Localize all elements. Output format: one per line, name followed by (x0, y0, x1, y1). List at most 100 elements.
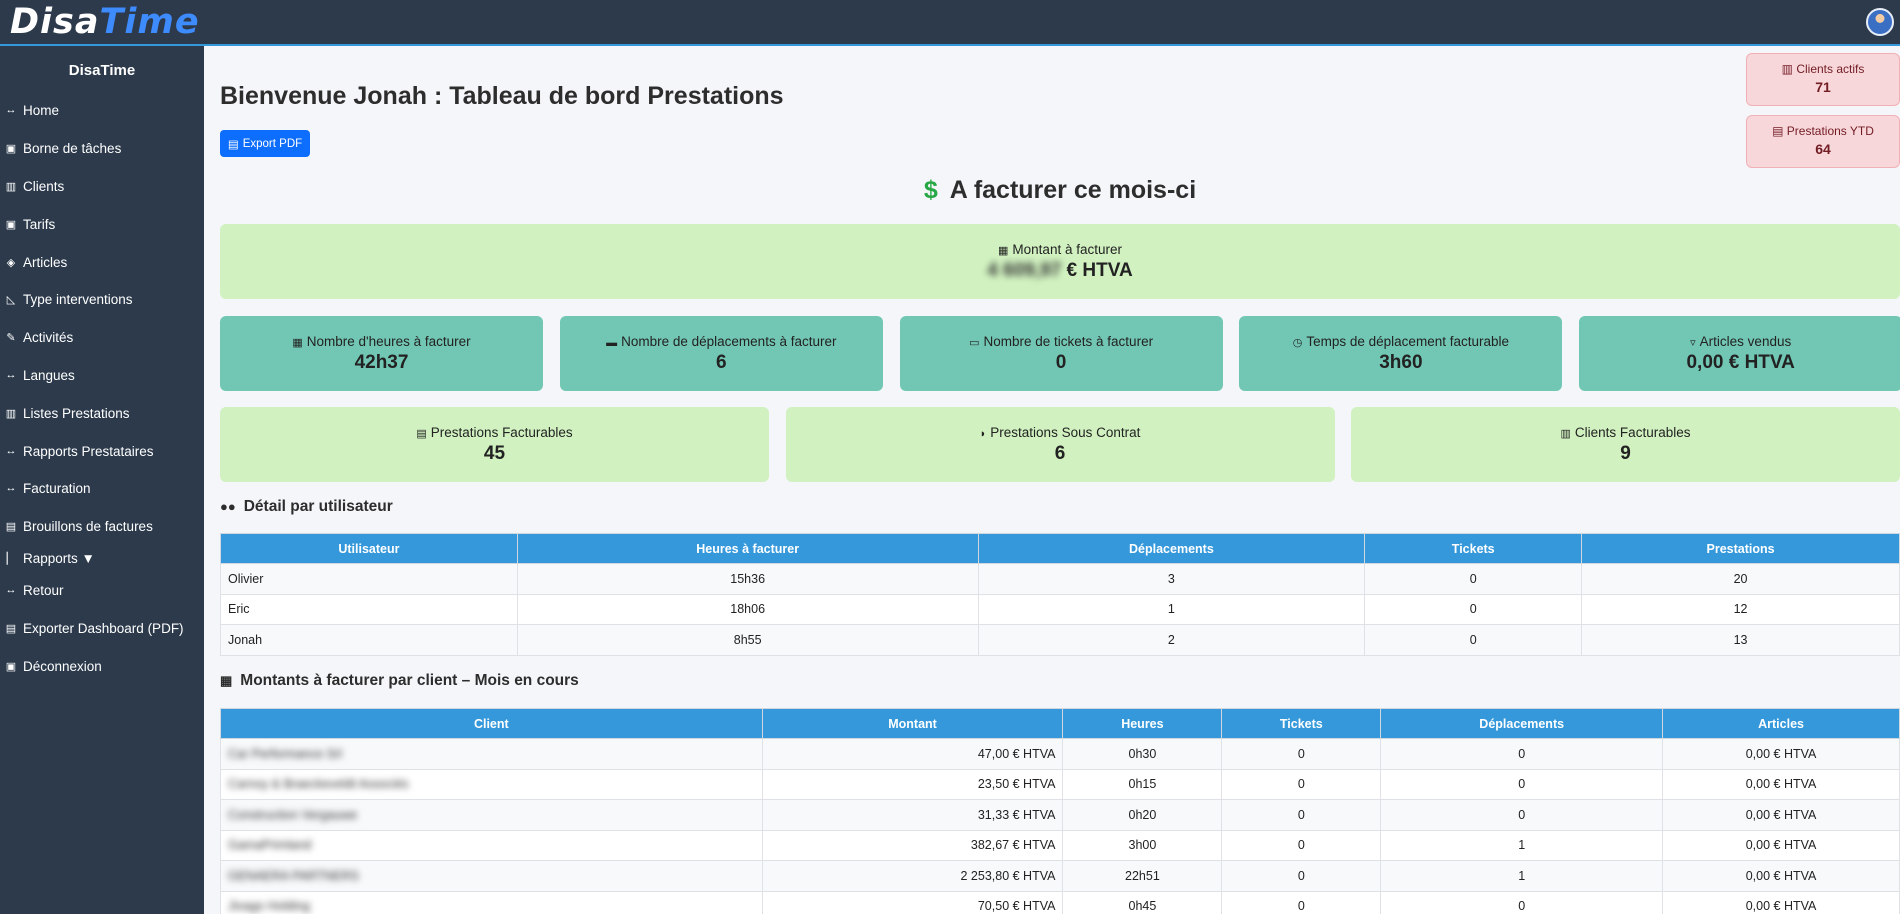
table-cell: 18h06 (516, 593, 979, 625)
summary-card: ▥ Clients Facturables 9 (1351, 407, 1900, 482)
column-header[interactable]: Tickets (1364, 533, 1583, 564)
sidebar-item-label: Brouillons de factures (23, 518, 153, 534)
summary-icon: ▥ (1560, 428, 1571, 440)
table-cell: 0h45 (1062, 890, 1223, 914)
column-header[interactable]: Tickets (1221, 708, 1382, 739)
table-cell: Olivier (220, 563, 518, 595)
avatar[interactable] (1866, 8, 1894, 36)
app-logo[interactable]: DisaTime (10, 2, 200, 42)
table-row: GENAERA PARTNERS 2 253,80 € HTVA 22h51 0 1 0,… (220, 860, 1900, 892)
table-cell: 22h51 (1062, 860, 1223, 892)
nav-icon: ◈ (6, 256, 16, 269)
billing-title-text: A facturer ce mois-ci (949, 176, 1197, 204)
client-name: Car Performance Srl (228, 746, 342, 761)
dollar-icon: $ (923, 176, 938, 204)
table-cell: Car Performance Srl (220, 738, 763, 770)
client-amounts-table: Client Montant Heures Tickets Déplacements Ar… (220, 708, 1900, 914)
table-cell: GENAERA PARTNERS (220, 860, 763, 892)
column-header[interactable]: Déplacements (1380, 708, 1664, 739)
stat-value: 42h37 (354, 352, 409, 373)
nav-icon: ✎ (6, 331, 16, 344)
sidebar-item-label: Borne de tâches (23, 140, 122, 156)
table-row: Carnoy & Braeckeveldt Associés 23,50 € HT… (220, 768, 1900, 800)
table-cell: 31,33 € HTVA (761, 799, 1064, 831)
export-pdf-label: Export PDF (242, 137, 303, 150)
column-header[interactable]: Déplacements (977, 533, 1366, 564)
table-cell: 2 (977, 624, 1366, 656)
sidebar-item-langues[interactable]: ↔ Langues (4, 364, 75, 386)
client-name: Jivago Holding (228, 899, 310, 914)
column-header[interactable]: Articles (1662, 708, 1900, 739)
column-header[interactable]: Client (220, 708, 763, 739)
prestations-ytd-card: ▤ Prestations YTD 64 (1746, 115, 1900, 168)
summary-value: 45 (483, 443, 506, 464)
user-detail-table: Utilisateur Heures à facturer Déplacements… (220, 533, 1900, 656)
client-name: GamaPrimland (228, 838, 312, 853)
stat-card: ◷ Temps de déplacement facturable 3h60 (1239, 316, 1563, 391)
sidebar-item-rapports[interactable]: ▏ Rapports ▼ (4, 547, 95, 569)
column-header[interactable]: Heures (1062, 708, 1223, 739)
table-row: Olivier 15h36 3 0 20 (220, 563, 1900, 595)
sidebar-item-déconnexion[interactable]: ▣ Déconnexion (4, 655, 102, 677)
sidebar-item-label: Clients (23, 178, 65, 194)
stat-card: ▿ Articles vendus 0,00 € HTVA (1579, 316, 1900, 391)
sidebar-item-activités[interactable]: ✎ Activités (4, 326, 73, 348)
table-cell: 0 (1364, 593, 1583, 625)
stat-card: ▬ Nombre de déplacements à facturer 6 (559, 316, 883, 391)
sidebar-item-brouillons-de-factures[interactable]: ▤ Brouillons de factures (4, 515, 153, 537)
stat-label: Nombre de tickets à facturer (983, 334, 1154, 349)
table-cell: 0,00 € HTVA (1662, 860, 1900, 892)
sidebar-item-clients[interactable]: ▥ Clients (4, 175, 64, 197)
sidebar-item-exporter-dashboard-pdf[interactable]: ▤ Exporter Dashboard (PDF) (4, 617, 184, 639)
table-cell: 0 (1221, 890, 1382, 914)
table-cell: 23,50 € HTVA (761, 768, 1064, 800)
sidebar-item-label: Listes Prestations (23, 405, 130, 421)
table-cell: 0 (1221, 829, 1382, 861)
table-cell: 0,00 € HTVA (1662, 890, 1900, 914)
column-header[interactable]: Heures à facturer (516, 533, 979, 564)
table-cell: Jivago Holding (220, 890, 763, 914)
table-row: Eric 18h06 1 0 12 (220, 593, 1900, 625)
client-amounts-title: ▦ Montants à facturer par client – Mois e… (220, 672, 579, 690)
column-header[interactable]: Montant (761, 708, 1064, 739)
table-cell: 12 (1581, 593, 1900, 625)
table-cell: Jonah (220, 624, 518, 656)
sidebar-item-type-interventions[interactable]: ◺ Type interventions (4, 288, 133, 310)
sidebar-item-borne-de-tâches[interactable]: ▣ Borne de tâches (4, 137, 122, 159)
sidebar-item-label: Type interventions (23, 291, 133, 307)
table-cell: 0 (1364, 563, 1583, 595)
table-cell: 13 (1581, 624, 1900, 656)
export-pdf-button[interactable]: ▤ Export PDF (220, 130, 310, 157)
table-cell: 0,00 € HTVA (1662, 738, 1900, 770)
column-header[interactable]: Utilisateur (220, 533, 518, 564)
sidebar-item-articles[interactable]: ◈ Articles (4, 251, 68, 273)
table-cell: 1 (977, 593, 1366, 625)
nav-icon: ▤ (5, 622, 17, 635)
sidebar-item-retour[interactable]: ↔ Retour (4, 579, 64, 601)
summary-card: ▤ Prestations Facturables 45 (220, 407, 769, 482)
nav-icon: ◺ (6, 293, 16, 306)
sidebar-item-tarifs[interactable]: ▣ Tarifs (4, 213, 55, 235)
sidebar-item-rapports-prestataires[interactable]: ↔ Rapports Prestataires (4, 440, 154, 462)
summary-value: 6 (1054, 443, 1066, 464)
prestations-ytd-label: Prestations YTD (1786, 124, 1874, 138)
nav-icon: ▣ (5, 660, 17, 673)
table-cell: 15h36 (516, 563, 979, 595)
sidebar-item-facturation[interactable]: ↔ Facturation (4, 477, 91, 499)
table-cell: GamaPrimland (220, 829, 763, 861)
sidebar-item-listes-prestations[interactable]: ▥ Listes Prestations (4, 402, 130, 424)
sidebar-item-label: Rapports ▼ (23, 550, 95, 566)
user-detail-title: ●● Détail par utilisateur (220, 498, 393, 516)
summary-card: ◗ Prestations Sous Contrat 6 (785, 407, 1335, 482)
sidebar-item-home[interactable]: ↔ Home (4, 99, 60, 121)
stat-icon: ▿ (1690, 337, 1696, 349)
top-bar: DisaTime (0, 0, 1900, 46)
amount-label: Montant à facturer (1012, 242, 1122, 257)
column-header[interactable]: Prestations (1581, 533, 1900, 564)
nav-icon: ▥ (5, 180, 17, 193)
stat-value: 3h60 (1379, 352, 1423, 373)
stat-card: ▦ Nombre d'heures à facturer 42h37 (220, 316, 543, 391)
table-row: Jivago Holding 70,50 € HTVA 0h45 0 0 0,00 € H… (220, 890, 1900, 914)
table-cell: 0 (1380, 768, 1664, 800)
stat-label: Nombre de déplacements à facturer (621, 334, 837, 349)
